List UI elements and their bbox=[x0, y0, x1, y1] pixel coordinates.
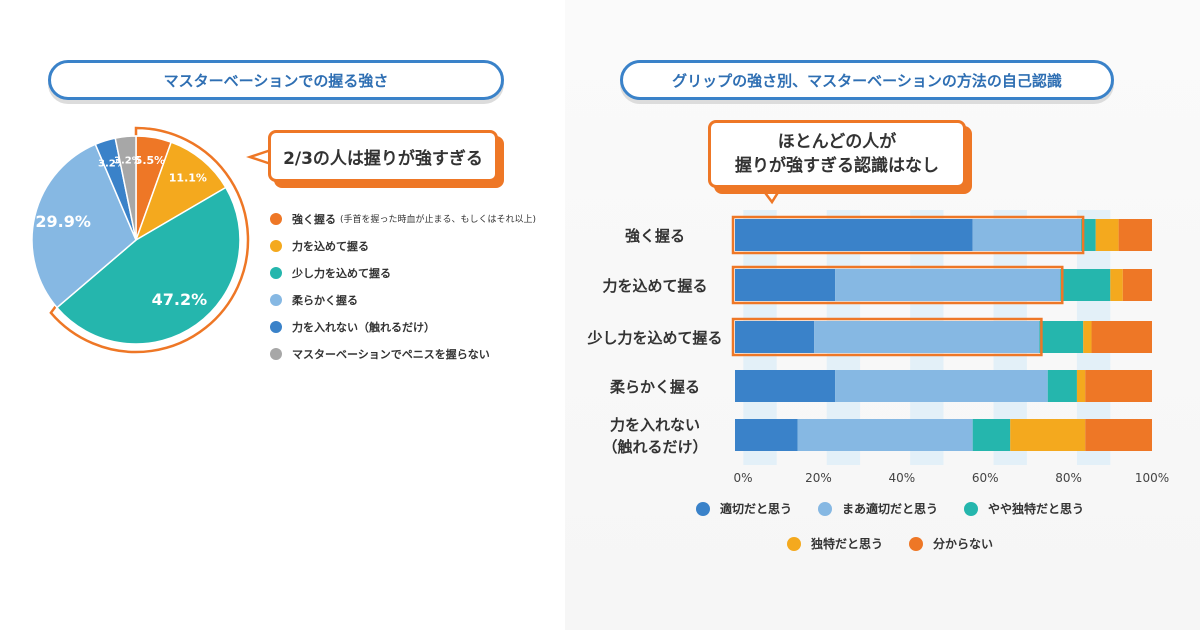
pie-legend-item-5: マスターベーションでペニスを握らない bbox=[270, 340, 536, 367]
x-tick-label-1: 20% bbox=[805, 471, 832, 485]
pie-legend-item-0: 強く握る (手首を握った時血が止まる、もしくはそれ以上) bbox=[270, 205, 536, 232]
bar-2-seg-3 bbox=[1083, 321, 1092, 353]
pie-legend-label: 少し力を込めて握る bbox=[292, 266, 391, 280]
bar-0-seg-0 bbox=[735, 219, 973, 251]
pie-callout: 2/3の人は握りが強すぎる bbox=[268, 130, 498, 182]
pie-slice-label-3: 29.9% bbox=[35, 212, 91, 231]
bar-legend-item-2: やや独特だと思う bbox=[964, 500, 1084, 517]
pie-legend-dot bbox=[270, 239, 282, 252]
pie-legend-dot bbox=[270, 212, 282, 225]
x-tick-label-4: 80% bbox=[1055, 471, 1082, 485]
bar-legend-row-1: 独特だと思う 分からない bbox=[640, 535, 1140, 552]
bar-legend-label: まあ適切だと思う bbox=[841, 502, 938, 516]
bar-highlight-2 bbox=[731, 317, 1043, 357]
pie-legend-item-2: 少し力を込めて握る bbox=[270, 259, 536, 286]
category-label-3: 柔らかく握る bbox=[610, 378, 700, 396]
bar-callout-line-1: ほとんどの人が bbox=[777, 132, 897, 152]
bar-4-seg-2 bbox=[972, 419, 1011, 451]
pie-legend-dot bbox=[270, 293, 282, 306]
pie-legend-dot bbox=[270, 266, 282, 279]
bar-legend-dot bbox=[817, 501, 832, 516]
bar-legend-dot bbox=[909, 536, 923, 551]
pie-slice-label-5: 3.2% bbox=[114, 155, 142, 166]
bar-0-seg-3 bbox=[1095, 219, 1119, 251]
pie-legend-note: (手首を握った時血が止まる、もしくはそれ以上) bbox=[340, 215, 537, 225]
bar-0-seg-4 bbox=[1118, 219, 1152, 251]
pie-slice-label-0: 5.5% bbox=[135, 154, 166, 167]
bar-2-seg-1 bbox=[814, 321, 1040, 353]
bar-legend-label: 独特だと思う bbox=[810, 537, 883, 551]
x-tick-label-2: 40% bbox=[888, 471, 915, 485]
bar-legend-item-3: 独特だと思う bbox=[786, 535, 883, 552]
pie-slice-label-1: 11.1% bbox=[169, 172, 207, 185]
bar-legend-item-0: 適切だと思う bbox=[695, 500, 792, 517]
bar-1-seg-0 bbox=[735, 269, 836, 301]
bar-callout-pointer bbox=[759, 185, 784, 205]
bar-highlight-1 bbox=[731, 265, 1064, 305]
pie-chart: 5.5%11.1% 47.2% 29.9% 3.2%3.2% bbox=[31, 126, 272, 354]
bar-2-seg-4 bbox=[1091, 321, 1152, 353]
category-label-4: 力を入れない（触れるだけ） bbox=[602, 416, 707, 456]
bar-1-seg-1 bbox=[835, 269, 1061, 301]
bar-1-seg-2 bbox=[1060, 269, 1111, 301]
bar-legend-row-0: 適切だと思う まあ適切だと思う やや独特だと思う bbox=[640, 500, 1140, 517]
pie-legend-item-3: 柔らかく握る bbox=[270, 286, 536, 313]
pie-legend-item-1: 力を込めて握る bbox=[270, 232, 536, 259]
bar-legend-item-1: まあ適切だと思う bbox=[817, 500, 938, 517]
pie-legend-label: マスターベーションでペニスを握らない bbox=[292, 347, 490, 361]
bar-3-seg-2 bbox=[1047, 370, 1077, 402]
bar-3-seg-0 bbox=[735, 370, 836, 402]
pie-legend-dot bbox=[270, 347, 282, 360]
pie-legend: 強く握る (手首を握った時血が止まる、もしくはそれ以上) 力を込めて握る少し力を込め… bbox=[270, 205, 536, 367]
pie-legend-dot bbox=[270, 320, 282, 333]
pie-legend-label: 強く握る bbox=[292, 212, 336, 226]
pie-legend-item-4: 力を入れない（触れるだけ） bbox=[270, 313, 536, 340]
x-tick-label-5: 100% bbox=[1135, 471, 1169, 485]
pie-slice-1 bbox=[134, 141, 227, 242]
bar-2-seg-0 bbox=[735, 321, 815, 353]
bar-4-seg-4 bbox=[1085, 419, 1152, 451]
bar-1-seg-3 bbox=[1110, 269, 1123, 301]
pie-legend-label: 柔らかく握る bbox=[292, 293, 358, 307]
pie-chart-title: マスターベーションでの握る強さ bbox=[48, 60, 504, 100]
pie-callout-pointer bbox=[246, 148, 272, 166]
bar-2-seg-2 bbox=[1039, 321, 1084, 353]
pie-slice-5 bbox=[114, 135, 137, 241]
pie-slice-2 bbox=[55, 186, 241, 345]
bar-legend-dot bbox=[786, 536, 801, 551]
category-label-1: 力を込めて握る bbox=[602, 277, 707, 295]
bar-0-seg-2 bbox=[1081, 219, 1096, 251]
bar-4-seg-0 bbox=[735, 419, 798, 451]
category-label-2: 少し力を込めて握る bbox=[586, 329, 722, 347]
bar-4-seg-3 bbox=[1010, 419, 1086, 451]
bar-legend-label: 分からない bbox=[933, 537, 994, 551]
x-tick-label-0: 0% bbox=[733, 471, 752, 485]
bar-legend-item-4: 分からない bbox=[909, 535, 993, 552]
bar-0-seg-1 bbox=[972, 219, 1082, 251]
x-tick-label-3: 60% bbox=[972, 471, 999, 485]
bar-chart-title: グリップの強さ別、マスターベーションの方法の自己認識 bbox=[620, 60, 1114, 100]
bar-3-seg-1 bbox=[835, 370, 1048, 402]
pie-highlight-arc bbox=[49, 126, 250, 354]
bar-legend-dot bbox=[964, 501, 978, 516]
pie-legend-label: 力を込めて握る bbox=[292, 239, 369, 253]
bar-3-seg-4 bbox=[1085, 370, 1152, 402]
bar-legend-label: やや独特だと思う bbox=[988, 502, 1085, 516]
pie-legend-label: 力を入れない（触れるだけ） bbox=[292, 320, 435, 334]
bar-callout: ほとんどの人が 握りが強すぎる認識はなし bbox=[708, 120, 966, 188]
bar-highlight-0 bbox=[731, 215, 1085, 255]
bar-legend-label: 適切だと思う bbox=[719, 502, 792, 516]
pie-slice-label-2: 47.2% bbox=[152, 290, 208, 309]
bar-3-seg-3 bbox=[1076, 370, 1086, 402]
category-label-0: 強く握る bbox=[625, 227, 685, 245]
pie-slice-3 bbox=[31, 143, 137, 309]
pie-slice-label-4: 3.2% bbox=[98, 159, 126, 170]
bar-1-seg-4 bbox=[1122, 269, 1152, 301]
bar-4-seg-1 bbox=[797, 419, 973, 451]
bar-callout-line-2: 握りが強すぎる認識はなし bbox=[735, 156, 939, 176]
bar-legend: 適切だと思う まあ適切だと思う やや独特だと思う独特だと思う 分からない bbox=[640, 500, 1140, 570]
bar-legend-dot bbox=[695, 501, 710, 516]
